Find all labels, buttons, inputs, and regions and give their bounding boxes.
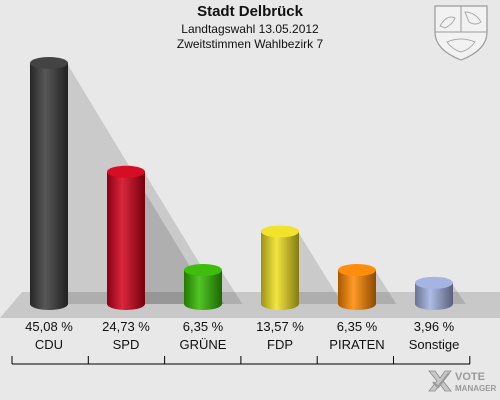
value-label: 6,35 % (183, 319, 224, 334)
category-label: PIRATEN (329, 337, 384, 352)
bar-spd (107, 171, 145, 310)
category-label: GRÜNE (180, 337, 227, 352)
coat-of-arms-logo (434, 5, 488, 61)
bar-shadow (299, 233, 343, 304)
value-label: 13,57 % (256, 319, 304, 334)
chart-title: Stadt Delbrück (197, 3, 303, 20)
bar-top-cap (107, 165, 145, 178)
bar-top-cap (184, 264, 222, 277)
category-label: Sonstige (409, 337, 460, 352)
value-label: 3,96 % (414, 319, 455, 334)
labels-group: 45,08 % CDU 24,73 % SPD 6,35 % GRÜNE 13,57 % FD… (25, 319, 459, 352)
bar-grüne (184, 270, 222, 310)
bar-cdu (30, 63, 68, 310)
chart-subtitle-election: Landtagswahl 13.05.2012 (181, 22, 319, 36)
value-label: 6,35 % (337, 319, 378, 334)
bar-piraten (338, 270, 376, 310)
brand-line-1: VOTE (455, 371, 485, 383)
brand-line-2: MANAGER (455, 384, 497, 393)
category-label: SPD (113, 337, 140, 352)
bar-top-cap (338, 264, 376, 277)
bars-group (30, 57, 453, 310)
value-label: 24,73 % (102, 319, 150, 334)
bar-top-cap (30, 57, 68, 69)
bar-shadow (222, 272, 243, 304)
bar-top-cap (261, 225, 299, 238)
value-label: 45,08 % (25, 319, 73, 334)
bar-shadow (145, 173, 225, 304)
bar-sonstige (415, 282, 453, 310)
votemanager-logo: VOTE MANAGER (428, 370, 497, 393)
bar-fdp (261, 231, 299, 310)
x-axis (11, 356, 471, 365)
bar-top-cap (415, 276, 453, 289)
category-label: FDP (267, 337, 293, 352)
bar-shadow (453, 284, 466, 304)
category-label: CDU (35, 337, 63, 352)
bar-shadow (376, 272, 397, 304)
chart-subtitle-district: Zweitstimmen Wahlbezirk 7 (176, 37, 324, 51)
